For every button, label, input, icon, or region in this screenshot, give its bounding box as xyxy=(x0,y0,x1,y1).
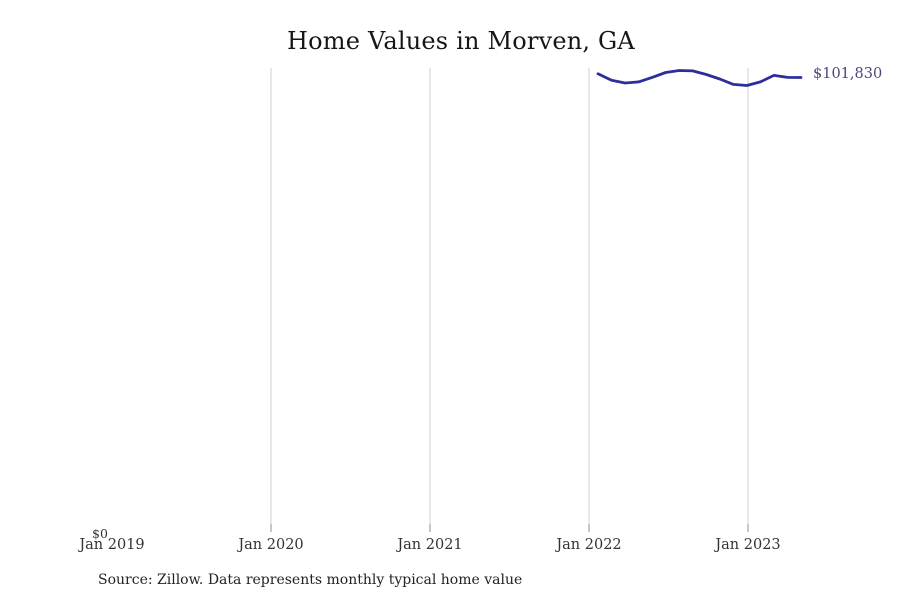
y-axis-zero-label: $0 xyxy=(92,526,108,541)
x-tick-label: Jan 2019 xyxy=(79,537,145,553)
x-tick-label: Jan 2021 xyxy=(397,537,463,553)
home-value-line xyxy=(596,69,803,87)
chart-title: Home Values in Morven, GA xyxy=(287,27,635,55)
x-tick-label: Jan 2022 xyxy=(556,537,622,553)
x-tick-label: Jan 2023 xyxy=(715,537,781,553)
latest-value-label: $101,830 xyxy=(813,66,883,82)
x-tick-label: Jan 2020 xyxy=(238,537,304,553)
source-note: Source: Zillow. Data represents monthly … xyxy=(98,572,523,588)
